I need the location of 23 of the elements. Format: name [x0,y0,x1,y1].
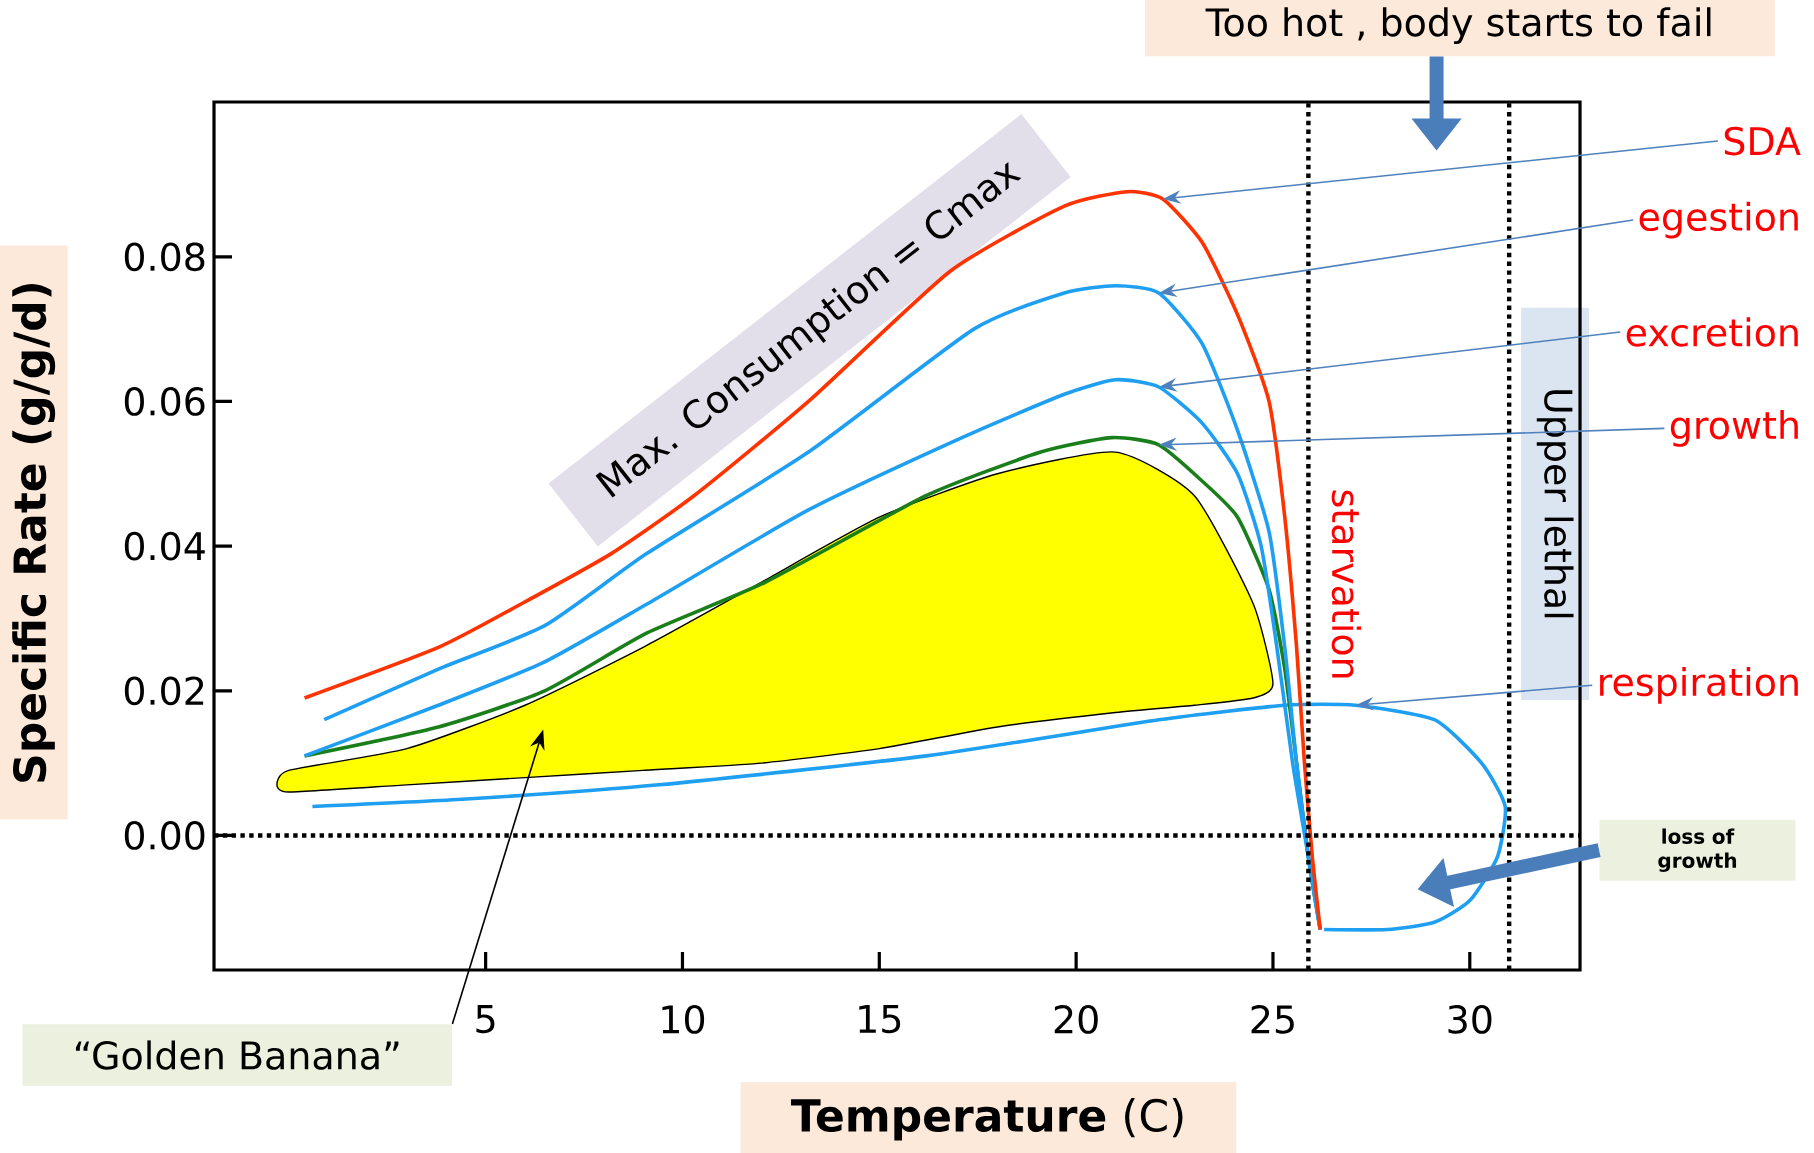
x-tick-label: 10 [662,1005,705,1034]
y-tick-label: 0.08 [124,242,205,272]
x-tick-label: 30 [1448,1005,1492,1034]
ref-line-label: starvation [1331,490,1362,678]
x-axis-title: Temperature (C) [790,1098,1183,1141]
y-tick-label: 0.04 [124,531,205,561]
text: Too hot , body starts to fail [1205,7,1711,45]
y-tick-label: 0.00 [124,821,205,850]
y-tick-label: 0.02 [124,676,204,706]
text: growth [1670,410,1798,447]
text: respiration [1600,666,1798,704]
text: “Golden Banana” [75,1040,399,1070]
text: SDA [1724,126,1801,156]
x-tick-label: 20 [1054,1005,1098,1034]
x-tick-label: 25 [1251,1005,1294,1034]
text: egestion [1639,201,1798,239]
text: loss of growth [1658,828,1737,872]
x-tick-label: 5 [476,1005,495,1034]
y-tick-label: 0.06 [124,387,205,416]
x-tick-label: 15 [859,1005,901,1034]
y-axis-title: Specific Rate (g/g/d) [12,283,56,782]
text: excretion [1626,317,1798,347]
ref-line-label: Upper lethal [1536,390,1574,618]
